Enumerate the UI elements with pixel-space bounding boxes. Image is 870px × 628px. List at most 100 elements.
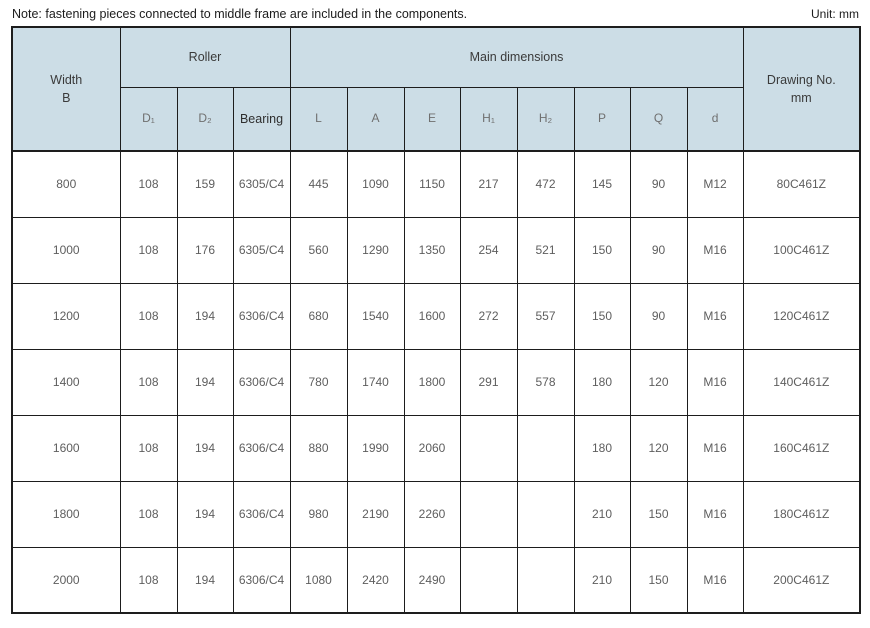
cell-h1 xyxy=(459,480,518,548)
cell-q: 120 xyxy=(629,348,688,416)
cell-l: 880 xyxy=(289,414,348,482)
cell-l: 445 xyxy=(289,150,348,218)
cell-q: 150 xyxy=(629,480,688,548)
cell-d1: 108 xyxy=(119,348,178,416)
cell-q: 120 xyxy=(629,414,688,482)
header-a: A xyxy=(346,86,405,152)
cell-q: 90 xyxy=(629,150,688,218)
cell-d2: 194 xyxy=(176,546,234,614)
cell-width-b: 1600 xyxy=(11,414,121,482)
cell-h2: 521 xyxy=(516,216,575,284)
cell-h2 xyxy=(516,414,575,482)
header-bearing: Bearing xyxy=(232,86,291,152)
header-d-small: d xyxy=(686,86,744,152)
cell-d1: 108 xyxy=(119,414,178,482)
cell-a: 2420 xyxy=(346,546,405,614)
cell-d2: 194 xyxy=(176,480,234,548)
header-width-b: Width B xyxy=(11,26,121,152)
cell-width-b: 1200 xyxy=(11,282,121,350)
cell-a: 1740 xyxy=(346,348,405,416)
cell-a: 1990 xyxy=(346,414,405,482)
cell-h2: 578 xyxy=(516,348,575,416)
cell-d: M16 xyxy=(686,414,744,482)
cell-a: 2190 xyxy=(346,480,405,548)
cell-d: M12 xyxy=(686,150,744,218)
cell-h2: 472 xyxy=(516,150,575,218)
table-header: Width B Roller Main dimensions Drawing N… xyxy=(11,26,861,152)
cell-p: 210 xyxy=(573,546,631,614)
cell-drawing-no: 200C461Z xyxy=(742,546,861,614)
cell-h1 xyxy=(459,546,518,614)
header-group-row: Width B Roller Main dimensions Drawing N… xyxy=(11,26,861,152)
cell-drawing-no: 100C461Z xyxy=(742,216,861,284)
cell-a: 1090 xyxy=(346,150,405,218)
header-d2: D₂ xyxy=(176,86,234,152)
header-l: L xyxy=(289,86,348,152)
cell-drawing-no: 180C461Z xyxy=(742,480,861,548)
header-q: Q xyxy=(629,86,688,152)
table-row: 2000 108 194 6306/C4 1080 2420 2490 210 150 M16 20… xyxy=(11,546,861,614)
cell-d: M16 xyxy=(686,282,744,350)
cell-d1: 108 xyxy=(119,546,178,614)
spec-table: Width B Roller Main dimensions Drawing N… xyxy=(11,26,862,614)
cell-p: 210 xyxy=(573,480,631,548)
cell-d2: 176 xyxy=(176,216,234,284)
cell-e: 1800 xyxy=(403,348,461,416)
cell-bearing: 6306/C4 xyxy=(232,546,291,614)
cell-width-b: 1400 xyxy=(11,348,121,416)
cell-d: M16 xyxy=(686,216,744,284)
unit-label: Unit: mm xyxy=(811,7,859,21)
cell-width-b: 1000 xyxy=(11,216,121,284)
cell-h1 xyxy=(459,414,518,482)
cell-bearing: 6306/C4 xyxy=(232,348,291,416)
header-roller: Roller xyxy=(119,26,291,88)
header-e: E xyxy=(403,86,461,152)
cell-d2: 194 xyxy=(176,348,234,416)
header-h2: H₂ xyxy=(516,86,575,152)
header-h1: H₁ xyxy=(459,86,518,152)
cell-l: 980 xyxy=(289,480,348,548)
cell-p: 145 xyxy=(573,150,631,218)
table-row: 1200 108 194 6306/C4 680 1540 1600 272 557 150 90 M… xyxy=(11,282,861,350)
cell-h2 xyxy=(516,546,575,614)
cell-drawing-no: 140C461Z xyxy=(742,348,861,416)
table-row: 1400 108 194 6306/C4 780 1740 1800 291 578 180 120… xyxy=(11,348,861,416)
table-row: 1000 108 176 6305/C4 560 1290 1350 254 521 150 90 M… xyxy=(11,216,861,284)
cell-h1: 291 xyxy=(459,348,518,416)
header-sub-row: D₁ D₂ Bearing L A E H₁ H₂ P Q d xyxy=(12,86,860,152)
cell-h1: 272 xyxy=(459,282,518,350)
cell-e: 1600 xyxy=(403,282,461,350)
cell-e: 1150 xyxy=(403,150,461,218)
header-main-dimensions: Main dimensions xyxy=(289,26,744,88)
cell-bearing: 6306/C4 xyxy=(232,282,291,350)
cell-d2: 194 xyxy=(176,414,234,482)
table-row: 1600 108 194 6306/C4 880 1990 2060 180 120 M16 160… xyxy=(11,414,861,482)
cell-d: M16 xyxy=(686,546,744,614)
cell-d1: 108 xyxy=(119,216,178,284)
cell-p: 180 xyxy=(573,414,631,482)
cell-q: 90 xyxy=(629,216,688,284)
header-p: P xyxy=(573,86,631,152)
cell-l: 780 xyxy=(289,348,348,416)
caption-row: Note: fastening pieces connected to midd… xyxy=(0,0,870,26)
cell-a: 1290 xyxy=(346,216,405,284)
cell-e: 2060 xyxy=(403,414,461,482)
cell-d: M16 xyxy=(686,480,744,548)
note-text: Note: fastening pieces connected to midd… xyxy=(12,7,468,21)
cell-l: 1080 xyxy=(289,546,348,614)
cell-d1: 108 xyxy=(119,150,178,218)
cell-q: 90 xyxy=(629,282,688,350)
cell-drawing-no: 80C461Z xyxy=(742,150,861,218)
header-drawing-no: Drawing No. mm xyxy=(742,26,861,152)
table-row: 800 108 159 6305/C4 445 1090 1150 217 472 145 90 M1… xyxy=(11,150,861,218)
cell-q: 150 xyxy=(629,546,688,614)
table-row: 1800 108 194 6306/C4 980 2190 2260 210 150 M16 180… xyxy=(11,480,861,548)
cell-d2: 159 xyxy=(176,150,234,218)
cell-h2 xyxy=(516,480,575,548)
cell-a: 1540 xyxy=(346,282,405,350)
cell-p: 150 xyxy=(573,282,631,350)
cell-h1: 217 xyxy=(459,150,518,218)
cell-d1: 108 xyxy=(119,480,178,548)
cell-bearing: 6306/C4 xyxy=(232,414,291,482)
